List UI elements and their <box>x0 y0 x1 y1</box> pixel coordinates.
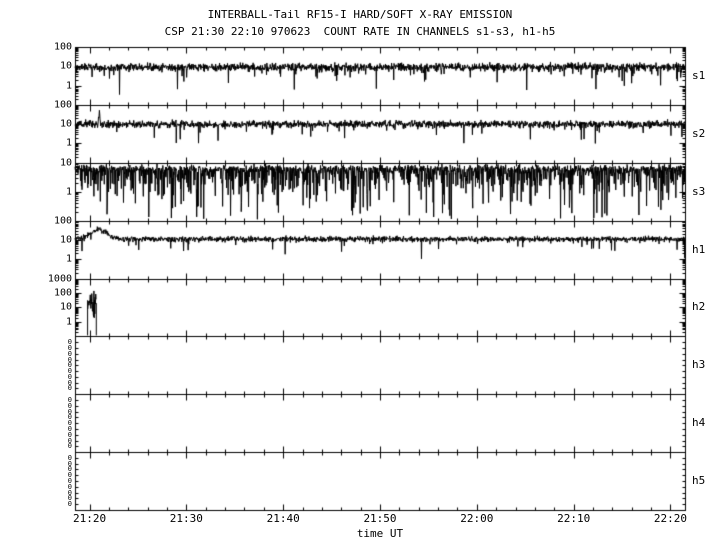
y-tick-label-h2: 1000 <box>47 273 72 284</box>
y-tick-label-h4: 0 <box>67 442 72 451</box>
x-tick-label: 21:30 <box>169 512 203 525</box>
panel-label-s2: s2 <box>692 126 706 140</box>
y-tick-label-h1: 100 <box>53 215 72 227</box>
plot-title: INTERBALL-Tail RF15-I HARD/SOFT X-RAY EM… <box>207 8 513 21</box>
y-tick-label-h2: 1 <box>65 316 72 328</box>
y-tick-label-h3: 0 <box>67 343 72 352</box>
y-tick-label-s3: 10 <box>59 157 72 169</box>
y-tick-label-h2: 10 <box>59 301 72 313</box>
panel-label-h2: h2 <box>692 300 706 314</box>
y-tick-label-s1: 1 <box>65 80 72 92</box>
y-tick-label-h4: 0 <box>67 407 72 416</box>
y-tick-label-h5: 0 <box>67 453 72 462</box>
panel-label-s1: s1 <box>692 68 706 82</box>
y-tick-label-h5: 0 <box>67 500 72 509</box>
x-axis-title: time UT <box>356 527 404 540</box>
y-tick-label-h3: 0 <box>67 338 72 347</box>
y-tick-label-h3: 0 <box>67 372 72 381</box>
y-tick-label-h5: 0 <box>67 465 72 474</box>
y-tick-label-h5: 0 <box>67 488 72 497</box>
y-tick-label-h4: 0 <box>67 413 72 422</box>
y-tick-label-h5: 0 <box>67 477 72 486</box>
panel-label-h5: h5 <box>692 474 706 488</box>
panel-label-h4: h4 <box>692 416 706 430</box>
y-tick-label-s1: 10 <box>59 60 72 72</box>
panel-label-h3: h3 <box>692 358 706 372</box>
y-tick-label-h3: 0 <box>67 361 72 370</box>
y-tick-label-h5: 0 <box>67 459 72 468</box>
y-tick-label-h3: 0 <box>67 367 72 376</box>
panel-label-s3: s3 <box>692 184 706 198</box>
y-tick-label-h5: 0 <box>67 482 72 491</box>
y-tick-label-h4: 0 <box>67 401 72 410</box>
y-tick-label-h5: 0 <box>67 494 72 503</box>
y-tick-label-h4: 0 <box>67 430 72 439</box>
y-tick-label-h4: 0 <box>67 436 72 445</box>
panel-label-h1: h1 <box>692 242 706 256</box>
plot-subtitle: CSP 21:30 22:10 970623 COUNT RATE IN CHA… <box>164 25 556 38</box>
x-tick-label: 21:20 <box>72 512 107 525</box>
y-tick-label-h3: 0 <box>67 349 72 358</box>
y-tick-label-h4: 0 <box>67 396 72 405</box>
y-tick-label-h1: 1 <box>65 253 72 265</box>
y-tick-label-s2: 10 <box>59 118 72 130</box>
x-tick-label: 22:10 <box>557 512 591 525</box>
x-tick-label: 22:00 <box>460 512 494 525</box>
y-tick-label-h3: 0 <box>67 384 72 393</box>
y-tick-label-s3: 1 <box>65 186 72 198</box>
y-tick-label-s2: 1 <box>65 137 72 149</box>
y-tick-label-h5: 0 <box>67 471 72 480</box>
x-tick-label: 21:40 <box>266 512 300 525</box>
y-tick-label-h4: 0 <box>67 419 72 428</box>
x-tick-label: 21:50 <box>363 512 397 525</box>
y-tick-label-s1: 100 <box>53 41 72 53</box>
y-tick-label-h4: 0 <box>67 424 72 433</box>
y-tick-label-h3: 0 <box>67 355 72 364</box>
y-tick-label-h3: 0 <box>67 378 72 387</box>
y-tick-label-s2: 100 <box>53 99 72 111</box>
y-tick-label-h2: 100 <box>53 287 72 299</box>
x-tick-label: 22:20 <box>653 512 688 525</box>
y-tick-label-h1: 10 <box>59 234 72 246</box>
